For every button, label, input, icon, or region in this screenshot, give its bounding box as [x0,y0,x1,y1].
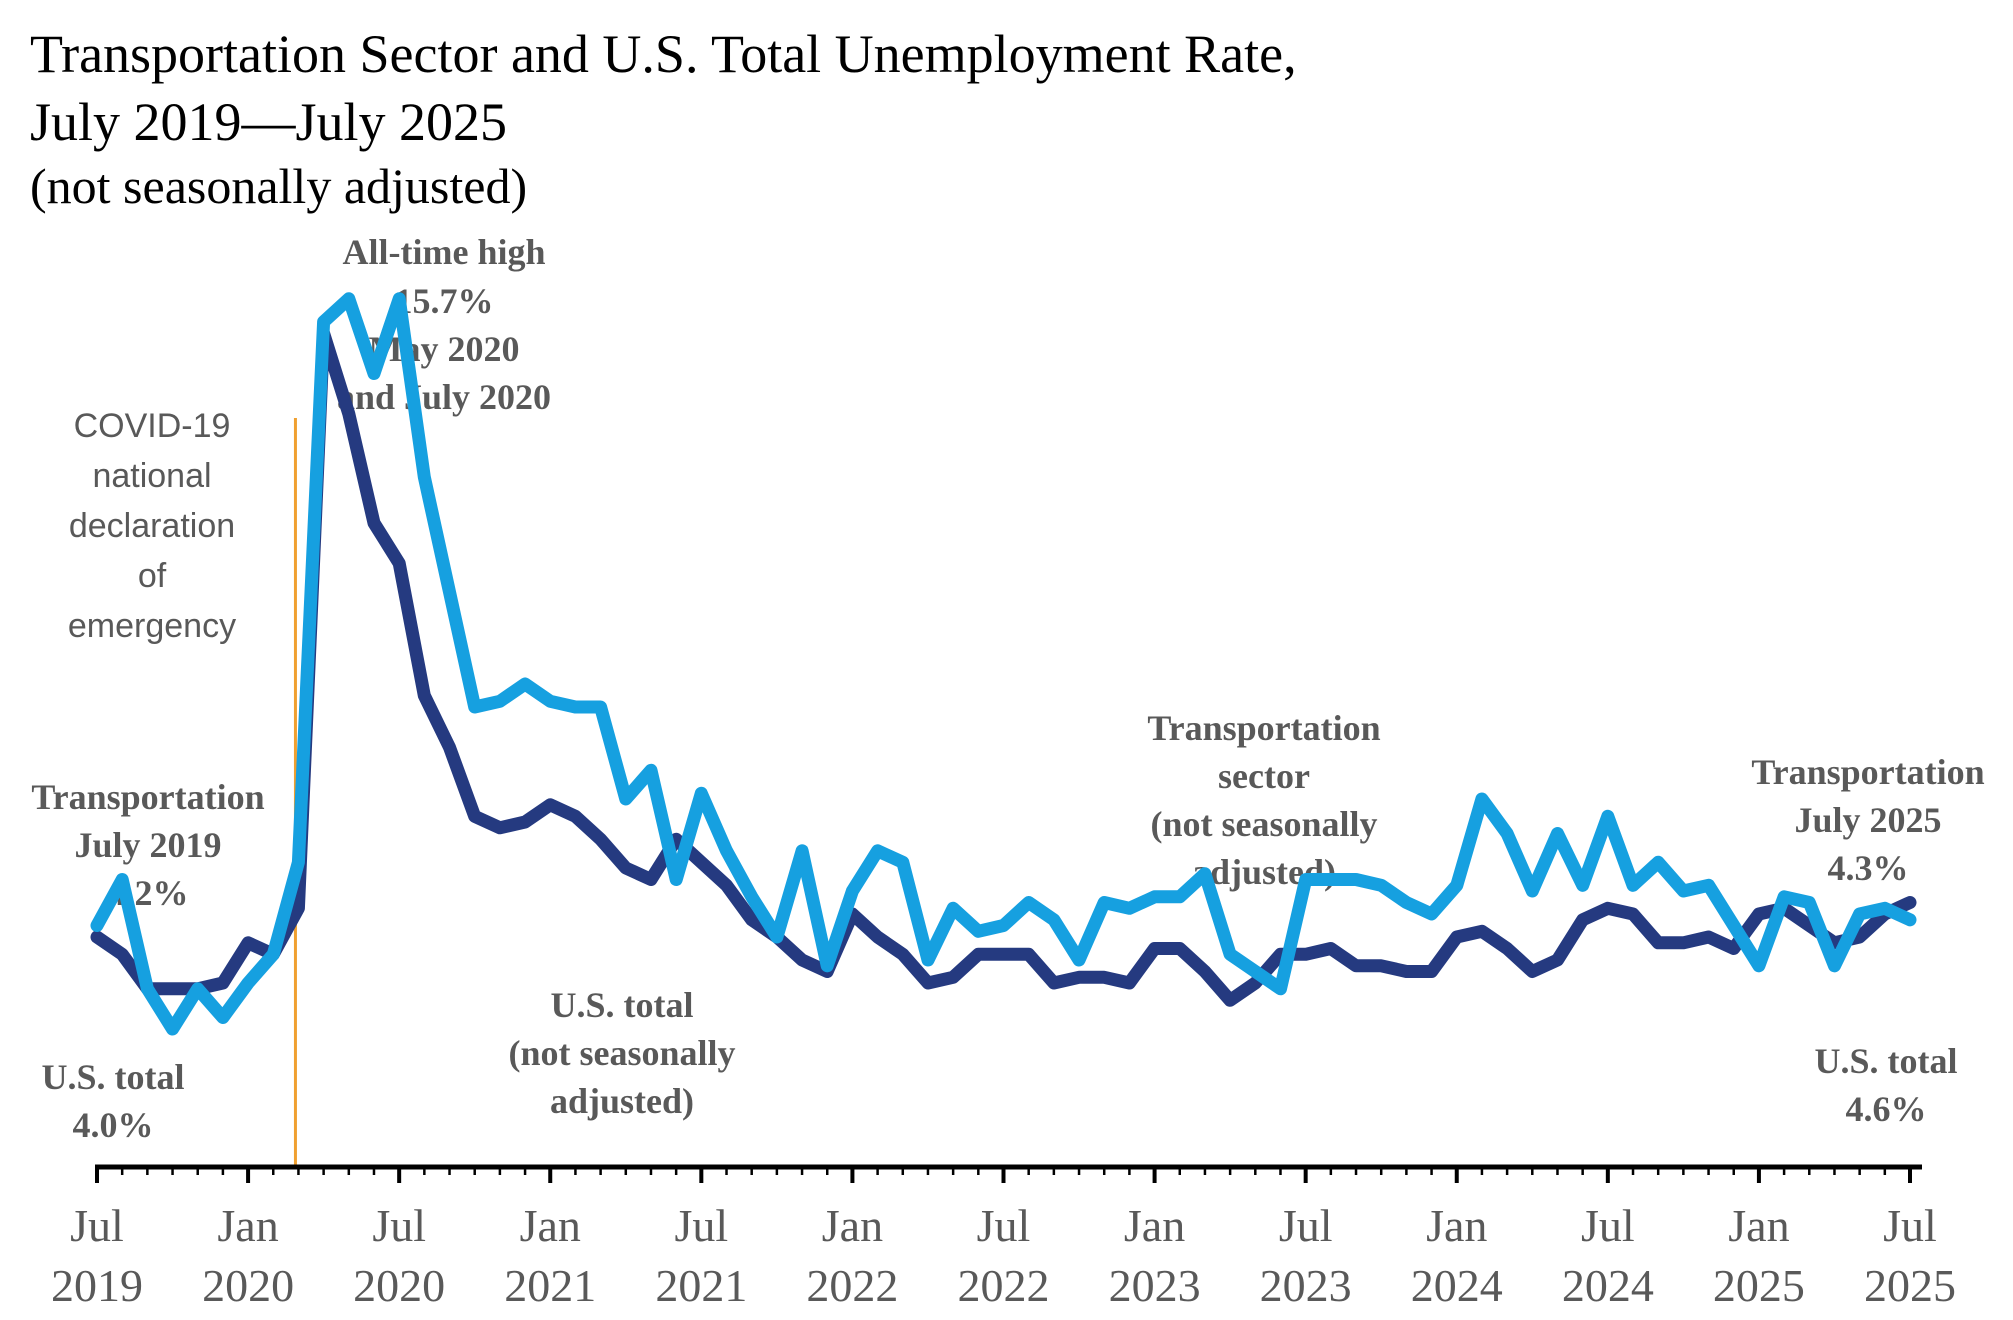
us-total-jul2025-line: 4.6% [1846,1089,1927,1129]
x-tick-label-year: 2022 [806,1260,898,1311]
x-tick-label-year: 2021 [655,1260,747,1311]
all-time-high-line: May 2020 [369,329,520,369]
covid-annotation: COVID-19 national declaration of emergen… [68,407,236,645]
x-tick-label-month: Jul [674,1200,728,1251]
x-tick-label-month: Jan [1124,1200,1185,1251]
x-tick-label-month: Jul [1581,1200,1635,1251]
x-tick-label-month: Jan [217,1200,278,1251]
transportation-jul2025-annotation: Transportation July 2025 4.3% [1751,752,1984,888]
transportation-series-line: sector [1218,756,1310,796]
transportation-series-annotation: Transportation sector (not seasonally ad… [1147,708,1380,892]
x-tick-label-year: 2020 [202,1260,294,1311]
us-total-series-line: U.S. total [551,985,694,1025]
x-tick-label-year: 2023 [1260,1260,1352,1311]
us-total-jul2025-annotation: U.S. total 4.6% [1815,1041,1958,1129]
us-total-jul2019-line: U.S. total [42,1057,185,1097]
x-tick-label-year: 2024 [1411,1260,1503,1311]
us-total-series-annotation: U.S. total (not seasonally adjusted) [508,985,735,1121]
x-tick-label-month: Jan [1426,1200,1487,1251]
chart-title-line-2: July 2019—July 2025 [30,92,507,152]
all-time-high-annotation: All-time high 15.7% May 2020 and July 20… [337,232,551,417]
all-time-high-line: and July 2020 [337,377,551,417]
x-tick-label-year: 2025 [1713,1260,1805,1311]
x-tick-label-year: 2024 [1562,1260,1654,1311]
x-tick-label-month: Jul [1883,1200,1937,1251]
covid-annotation-line: emergency [68,607,236,645]
x-tick-label-year: 2023 [1109,1260,1201,1311]
series-layer [90,292,1917,1036]
transportation-series-line [90,292,1917,1036]
all-time-high-line: 15.7% [395,281,494,321]
transportation-series-line: Transportation [1147,708,1380,748]
x-tick-label-month: Jan [822,1200,883,1251]
transportation-jul2025-line: 4.3% [1828,848,1909,888]
transportation-jul2019-annotation: Transportation July 2019 4.2% [31,777,264,913]
us-total-series-line [90,326,1917,1007]
us-total-series-line: (not seasonally [508,1033,735,1073]
x-tick-label-month: Jul [372,1200,426,1251]
x-axis: Jul 2019 Jan 2020 Jul 2020 Jan 2021 Jul 2021 Jan 20… [51,1164,1956,1311]
us-total-jul2019-line: 4.0% [73,1105,154,1145]
x-tick-label-year: 2025 [1864,1260,1956,1311]
transportation-series-line: (not seasonally [1150,804,1377,844]
x-tick-label-year: 2019 [51,1260,143,1311]
covid-annotation-line: COVID-19 [74,407,231,445]
chart-title-line-1: Transportation Sector and U.S. Total Une… [30,24,1297,84]
covid-annotation-line: national [92,457,211,495]
x-tick-label-year: 2021 [504,1260,596,1311]
x-tick-label-month: Jul [977,1200,1031,1251]
x-tick-label-month: Jul [1279,1200,1333,1251]
x-tick-label-year: 2020 [353,1260,445,1311]
x-tick-label-month: Jul [70,1200,124,1251]
x-tick-label-year: 2022 [958,1260,1050,1311]
us-total-jul2019-annotation: U.S. total 4.0% [42,1057,185,1145]
transportation-jul2025-line: July 2025 [1794,800,1941,840]
x-tick-label-month: Jan [520,1200,581,1251]
chart-subtitle: (not seasonally adjusted) [30,158,527,214]
all-time-high-line: All-time high [343,232,546,272]
transportation-jul2025-line: Transportation [1751,752,1984,792]
transportation-jul2019-line: Transportation [31,777,264,817]
us-total-series-line: adjusted) [550,1081,694,1121]
covid-annotation-line: of [138,557,167,595]
us-total-jul2025-line: U.S. total [1815,1041,1958,1081]
transportation-jul2019-line: July 2019 [74,825,221,865]
covid-annotation-line: declaration [69,507,235,545]
x-tick-label-month: Jan [1728,1200,1789,1251]
